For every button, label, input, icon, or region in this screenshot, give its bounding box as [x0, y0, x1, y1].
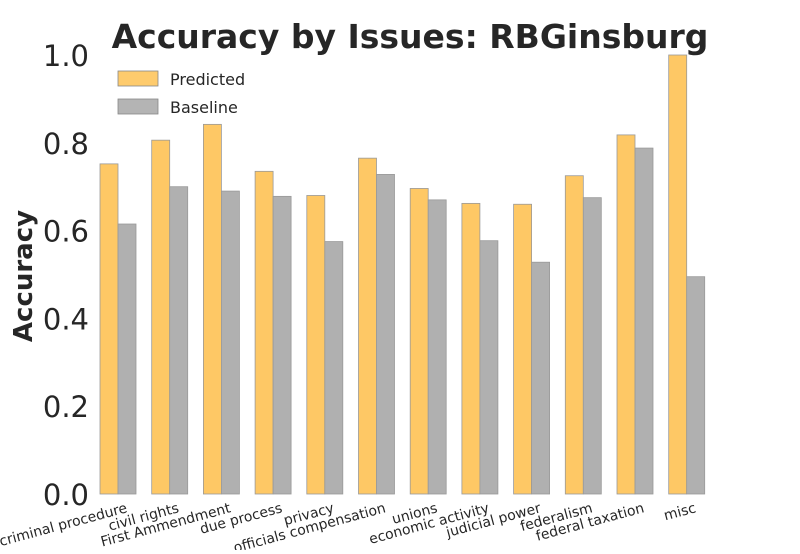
legend: Predicted Baseline	[117, 70, 245, 117]
bars-group	[99, 54, 706, 495]
x-tick-label: misc	[662, 500, 698, 524]
legend-swatch-predicted	[117, 70, 159, 87]
y-tick-label: 0.6	[43, 215, 89, 249]
bar-predicted-due-process	[254, 170, 274, 495]
bar-baseline-economic-activity	[479, 240, 499, 495]
legend-label-baseline: Baseline	[170, 98, 238, 117]
legend-swatch-baseline	[117, 98, 159, 115]
bar-predicted-unions	[409, 188, 429, 495]
bar-baseline-criminal-procedure	[117, 223, 137, 495]
bar-predicted-first-ammendment	[202, 123, 222, 495]
bar-predicted-judicial-power	[513, 203, 532, 495]
bar-predicted-economic-activity	[461, 202, 481, 495]
bar-baseline-misc	[686, 276, 706, 495]
bar-predicted-criminal-procedure	[99, 163, 119, 495]
bar-baseline-due-process	[272, 195, 292, 495]
bar-predicted-privacy	[306, 195, 326, 495]
bar-predicted-civil-rights	[151, 139, 171, 495]
bar-predicted-federalism	[564, 175, 584, 495]
y-tick-label: 1.0	[43, 39, 89, 73]
bar-predicted-misc	[668, 54, 688, 495]
y-tick-label: 0.8	[43, 127, 89, 161]
legend-label-predicted: Predicted	[170, 70, 245, 89]
y-axis-ticks: 0.0 0.2 0.4 0.6 0.8 1.0	[43, 39, 89, 512]
y-tick-label: 0.0	[43, 478, 89, 512]
bar-baseline-officials-compensation	[376, 174, 395, 495]
y-tick-label: 0.4	[43, 302, 89, 336]
bar-baseline-first-ammendment	[220, 190, 240, 495]
bar-baseline-civil-rights	[169, 186, 189, 495]
bar-baseline-judicial-power	[531, 261, 550, 495]
y-axis-label: Accuracy	[9, 210, 39, 342]
bar-predicted-officials-compensation	[358, 157, 377, 495]
bar-predicted-federal-taxation	[616, 134, 636, 495]
y-tick-label: 0.2	[43, 390, 89, 424]
bar-baseline-federalism	[582, 197, 602, 495]
bar-baseline-unions	[427, 199, 447, 495]
chart-title: Accuracy by Issues: RBGinsburg	[112, 17, 709, 56]
bar-baseline-privacy	[324, 241, 344, 495]
bar-baseline-federal-taxation	[634, 147, 654, 495]
